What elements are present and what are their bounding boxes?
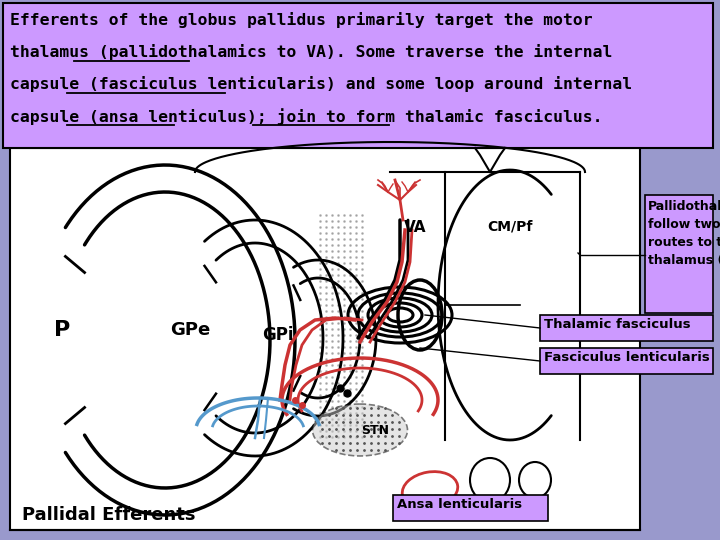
Text: Thalamic fasciculus: Thalamic fasciculus xyxy=(544,318,690,331)
Text: capsule (ansa lenticulus); join to form thalamic fasciculus.: capsule (ansa lenticulus); join to form … xyxy=(10,108,603,125)
Text: GPe: GPe xyxy=(170,321,210,339)
Text: GPi: GPi xyxy=(262,326,294,344)
Ellipse shape xyxy=(312,404,408,456)
Text: thalamus (pallidothalamics to VA). Some traverse the internal: thalamus (pallidothalamics to VA). Some … xyxy=(10,44,613,60)
Text: P: P xyxy=(54,320,70,340)
Text: Fasciculus lenticularis: Fasciculus lenticularis xyxy=(544,351,710,364)
Text: STN: STN xyxy=(361,423,389,436)
Bar xyxy=(10,148,640,530)
Bar xyxy=(540,315,713,341)
Text: VA: VA xyxy=(404,220,426,235)
Text: CM/Pf: CM/Pf xyxy=(487,220,533,234)
Text: capsule (fasciculus lenticularis) and some loop around internal: capsule (fasciculus lenticularis) and so… xyxy=(10,76,632,92)
Text: Pallidothalamics
follow two different
routes to the motor
thalamus (VA): Pallidothalamics follow two different ro… xyxy=(648,200,720,267)
Bar xyxy=(540,348,713,374)
Bar xyxy=(393,495,548,521)
Text: Pallidal Efferents: Pallidal Efferents xyxy=(22,506,196,524)
Text: Efferents of the globus pallidus primarily target the motor: Efferents of the globus pallidus primari… xyxy=(10,12,593,28)
Bar xyxy=(645,195,713,313)
Bar xyxy=(3,3,713,148)
Text: Ansa lenticularis: Ansa lenticularis xyxy=(397,498,522,511)
